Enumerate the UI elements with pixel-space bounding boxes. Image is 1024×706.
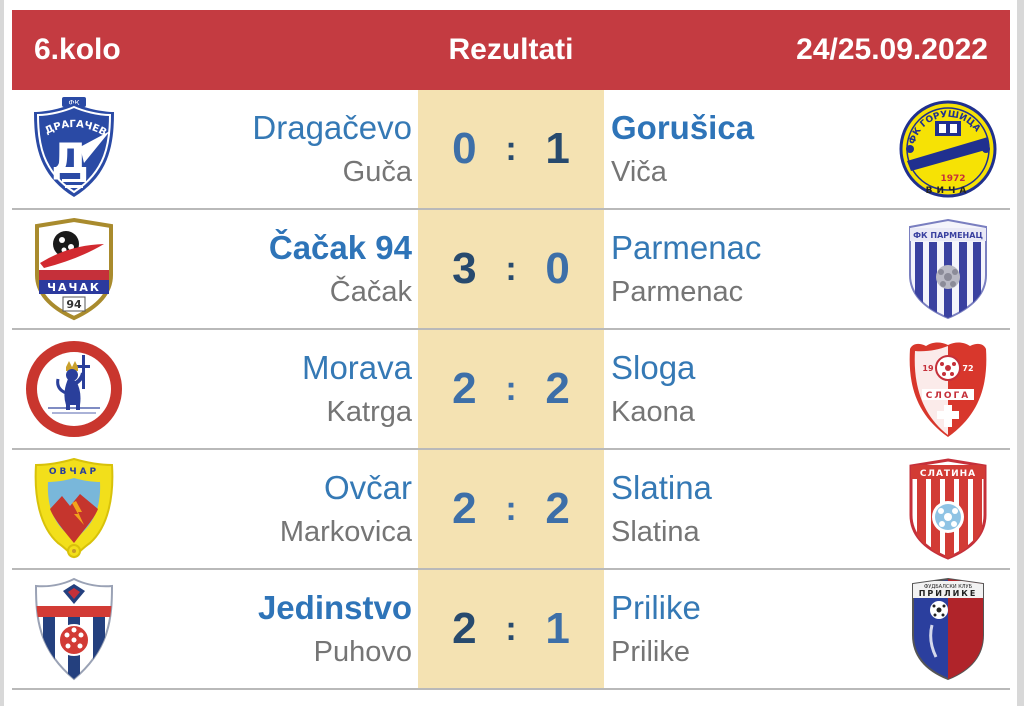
- home-score: 3: [452, 244, 477, 293]
- away-score: 0: [545, 244, 570, 293]
- home-team-name[interactable]: Morava: [301, 348, 412, 386]
- dragacevo-crest-icon: ФК ДРАГАЧЕВО Д: [12, 90, 152, 208]
- morava-crest-icon: [12, 330, 152, 448]
- score-separator: :: [505, 489, 517, 528]
- gorusica-year: 1972: [940, 174, 965, 184]
- prilike-line2-text: ПРИЛИКЕ: [919, 589, 978, 598]
- slatina-band-text: СЛАТИНА: [920, 469, 976, 479]
- home-team-name[interactable]: Ovčar: [323, 468, 412, 506]
- jedinstvo-crest-icon: [12, 570, 152, 688]
- results-header: 6.kolo Rezultati 24/25.09.2022: [12, 10, 1010, 90]
- away-score: 2: [545, 364, 570, 413]
- score-separator: :: [505, 129, 517, 168]
- dragacevo-letter: Д: [51, 134, 88, 183]
- score-separator: :: [505, 609, 517, 648]
- away-score: 2: [545, 484, 570, 533]
- score-cell: 0 : 1: [418, 90, 604, 208]
- parmenac-band-text: ФК ПАРМЕНАЦ: [913, 231, 983, 240]
- gorusica-city-text: ВИЧА: [926, 186, 971, 196]
- score-cell: 2 : 1: [418, 570, 604, 688]
- dragacevo-fk-text: ФК: [69, 99, 80, 107]
- header-title: Rezultati: [448, 33, 574, 66]
- slatina-crest-icon: СЛАТИНА: [870, 450, 1010, 568]
- score-separator: :: [505, 249, 517, 288]
- away-team-city: Prilike: [611, 635, 690, 668]
- home-team-city: Puhovo: [313, 635, 412, 668]
- header-date: 24/25.09.2022: [796, 33, 988, 66]
- ovcar-name-text: ОВЧАР: [49, 467, 99, 477]
- away-team-city: Slatina: [611, 515, 700, 548]
- score-cell: 2 : 2: [418, 450, 604, 568]
- sloga-band-text: СЛОГА: [926, 391, 970, 401]
- home-team-city: Markovica: [279, 515, 412, 548]
- home-team-name[interactable]: Jedinstvo: [257, 588, 412, 626]
- sloga-year-right: 72: [962, 364, 973, 373]
- home-team-name[interactable]: Dragačevo: [252, 108, 412, 146]
- score-separator: :: [505, 369, 517, 408]
- away-score: 1: [545, 124, 570, 173]
- away-team-name[interactable]: Sloga: [611, 348, 696, 386]
- page-right-margin: [1017, 0, 1024, 706]
- score-cell: 3 : 0: [418, 210, 604, 328]
- cacak-num-text: 94: [66, 298, 82, 311]
- page-left-margin: [0, 0, 4, 706]
- home-team-city: Guča: [342, 155, 412, 188]
- away-team-name[interactable]: Slatina: [611, 468, 712, 506]
- sloga-crest-icon: 19 72 СЛОГА: [870, 330, 1010, 448]
- away-team-name[interactable]: Gorušica: [611, 108, 755, 146]
- home-score: 2: [452, 364, 477, 413]
- sloga-year-left: 19: [922, 364, 934, 373]
- home-team-city: Čačak: [329, 275, 412, 308]
- parmenac-crest-icon: ФК ПАРМЕНАЦ: [870, 210, 1010, 328]
- cacak-band-text: ЧАЧАК: [47, 281, 101, 294]
- cacak94-crest-icon: ЧАЧАК 94: [12, 210, 152, 328]
- match-row-jedinstvo-prilike[interactable]: Jedinstvo Puhovo 2 : 1 Prilike Prilike: [12, 570, 1010, 690]
- home-score: 2: [452, 484, 477, 533]
- away-team-city: Kaona: [611, 395, 695, 428]
- away-team-name[interactable]: Prilike: [611, 588, 701, 626]
- match-row-cacak94-parmenac[interactable]: ЧАЧАК 94 Čačak 94 Čačak 3 : 0 Parmenac P…: [12, 210, 1010, 330]
- match-row-ovcar-slatina[interactable]: ОВЧАР Ovčar Markovica 2 : 2 Slatina Sl: [12, 450, 1010, 570]
- prilike-crest-icon: ФУДБАЛСКИ КЛУБ ПРИЛИКЕ: [870, 570, 1010, 688]
- home-team-name[interactable]: Čačak 94: [268, 228, 412, 266]
- home-score: 2: [452, 604, 477, 653]
- ovcar-crest-icon: ОВЧАР: [12, 450, 152, 568]
- round-label: 6.kolo: [34, 33, 121, 66]
- home-team-city: Katrga: [326, 395, 412, 428]
- gorusica-crest-icon: ФК ГОРУШИЦА 1972 ВИЧА: [870, 90, 1010, 208]
- away-team-name[interactable]: Parmenac: [611, 228, 762, 266]
- score-cell: 2 : 2: [418, 330, 604, 448]
- prilike-line1-text: ФУДБАЛСКИ КЛУБ: [924, 584, 973, 590]
- away-team-city: Viča: [611, 155, 667, 188]
- match-row-morava-sloga[interactable]: Morava Katrga 2 : 2 Sloga Kaona: [12, 330, 1010, 450]
- away-score: 1: [545, 604, 570, 653]
- results-widget: 6.kolo Rezultati 24/25.09.2022 ФК ДРАГАЧ…: [12, 10, 1010, 690]
- match-row-dragacevo-gorusica[interactable]: ФК ДРАГАЧЕВО Д Dragačevo Guča 0 : 1: [12, 90, 1010, 210]
- home-score: 0: [452, 124, 477, 173]
- away-team-city: Parmenac: [611, 275, 744, 308]
